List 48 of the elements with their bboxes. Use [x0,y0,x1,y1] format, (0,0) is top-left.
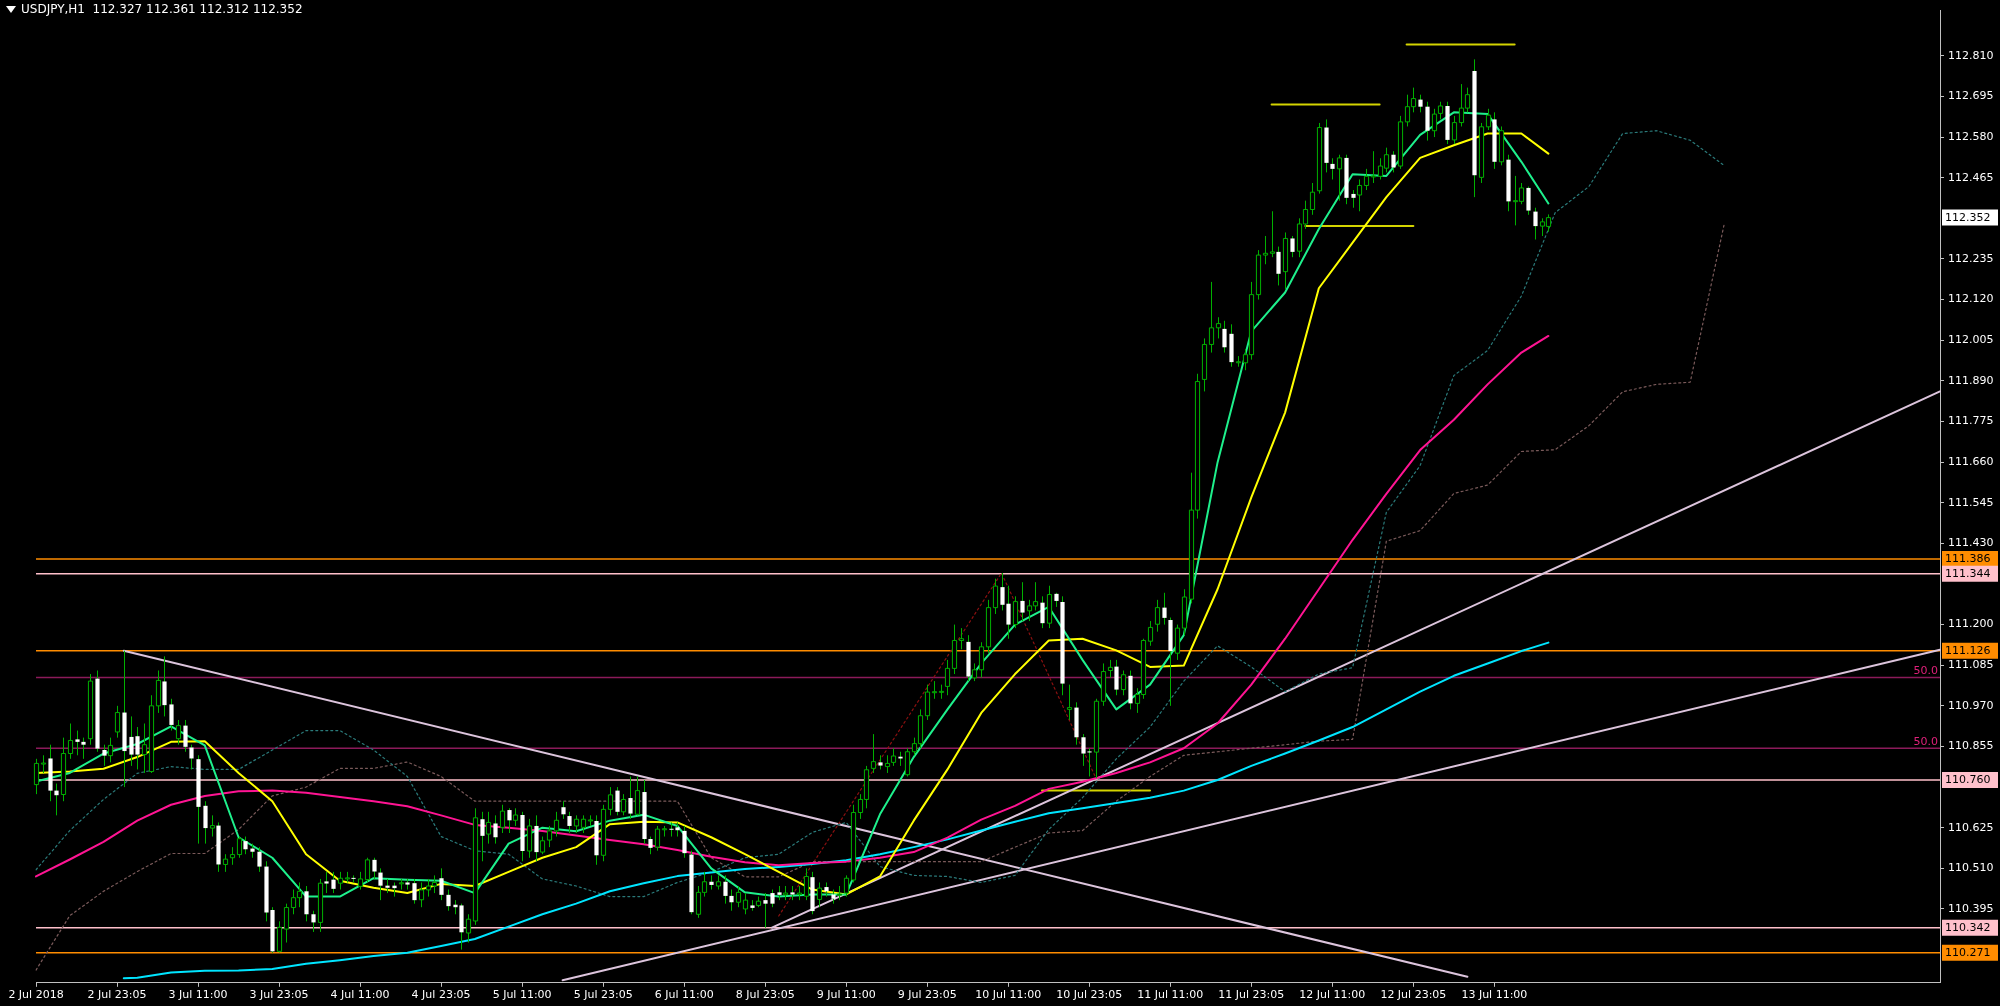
ref-line-label: 110.760 [1945,773,1991,787]
x-tick-label: 8 Jul 23:05 [735,988,795,1002]
x-tick-label: 12 Jul 23:05 [1380,988,1447,1002]
ref-line-label: 111.386 [1945,552,1991,566]
y-tick-label: 111.890 [1948,373,1994,387]
annotation: 50.0 [1913,734,1938,748]
y-tick-label: 110.395 [1948,901,1994,915]
ref-line-label: 110.342 [1945,921,1991,935]
x-tick-label: 4 Jul 23:05 [411,988,471,1002]
y-tick-label: 112.235 [1948,251,1994,265]
y-tick-label: 112.120 [1948,292,1994,306]
y-tick-label: 110.625 [1948,820,1994,834]
y-tick-label: 111.545 [1948,495,1994,509]
y-tick-label: 111.430 [1948,536,1994,550]
x-tick-label: 11 Jul 11:00 [1137,988,1204,1002]
y-tick-label: 111.660 [1948,454,1994,468]
y-tick-label: 112.810 [1948,48,1994,62]
ref-line-label: 110.271 [1945,946,1991,960]
y-tick-label: 110.970 [1948,698,1994,712]
y-tick-label: 110.855 [1948,739,1994,753]
x-tick-label: 13 Jul 11:00 [1461,988,1528,1002]
x-tick-label: 2 Jul 23:05 [87,988,147,1002]
text: 112.352 [1945,210,1991,224]
x-tick-label: 11 Jul 23:05 [1218,988,1285,1002]
x-tick-label: 9 Jul 11:00 [816,988,876,1002]
x-tick-label: 6 Jul 11:00 [654,988,714,1002]
x-tick-label: 12 Jul 11:00 [1299,988,1366,1002]
y-tick-label: 112.005 [1948,333,1994,347]
y-tick-label: 111.200 [1948,617,1994,631]
x-tick-label: 2 Jul 2018 [8,988,64,1002]
x-tick-label: 5 Jul 11:00 [492,988,552,1002]
y-tick-label: 110.510 [1948,861,1994,875]
x-tick-label: 9 Jul 23:05 [897,988,957,1002]
x-tick-label: 5 Jul 23:05 [573,988,633,1002]
x-tick-label: 3 Jul 11:00 [168,988,228,1002]
y-tick-label: 111.085 [1948,658,1994,672]
x-tick-label: 3 Jul 23:05 [249,988,309,1002]
x-tick-label: 10 Jul 23:05 [1056,988,1123,1002]
x-tick-label: 4 Jul 11:00 [330,988,390,1002]
ref-line-label: 111.126 [1945,644,1991,658]
y-tick-label: 112.465 [1948,170,1994,184]
y-tick-label: 112.695 [1948,89,1994,103]
annotation: 50.0 [1913,663,1938,677]
chart-title: USDJPY,H1 112.327 112.361 112.312 112.352 [21,2,303,16]
y-tick-label: 112.580 [1948,129,1994,143]
y-tick-label: 111.775 [1948,414,1994,428]
x-tick-label: 10 Jul 11:00 [975,988,1042,1002]
ref-line-label: 111.344 [1945,567,1991,581]
